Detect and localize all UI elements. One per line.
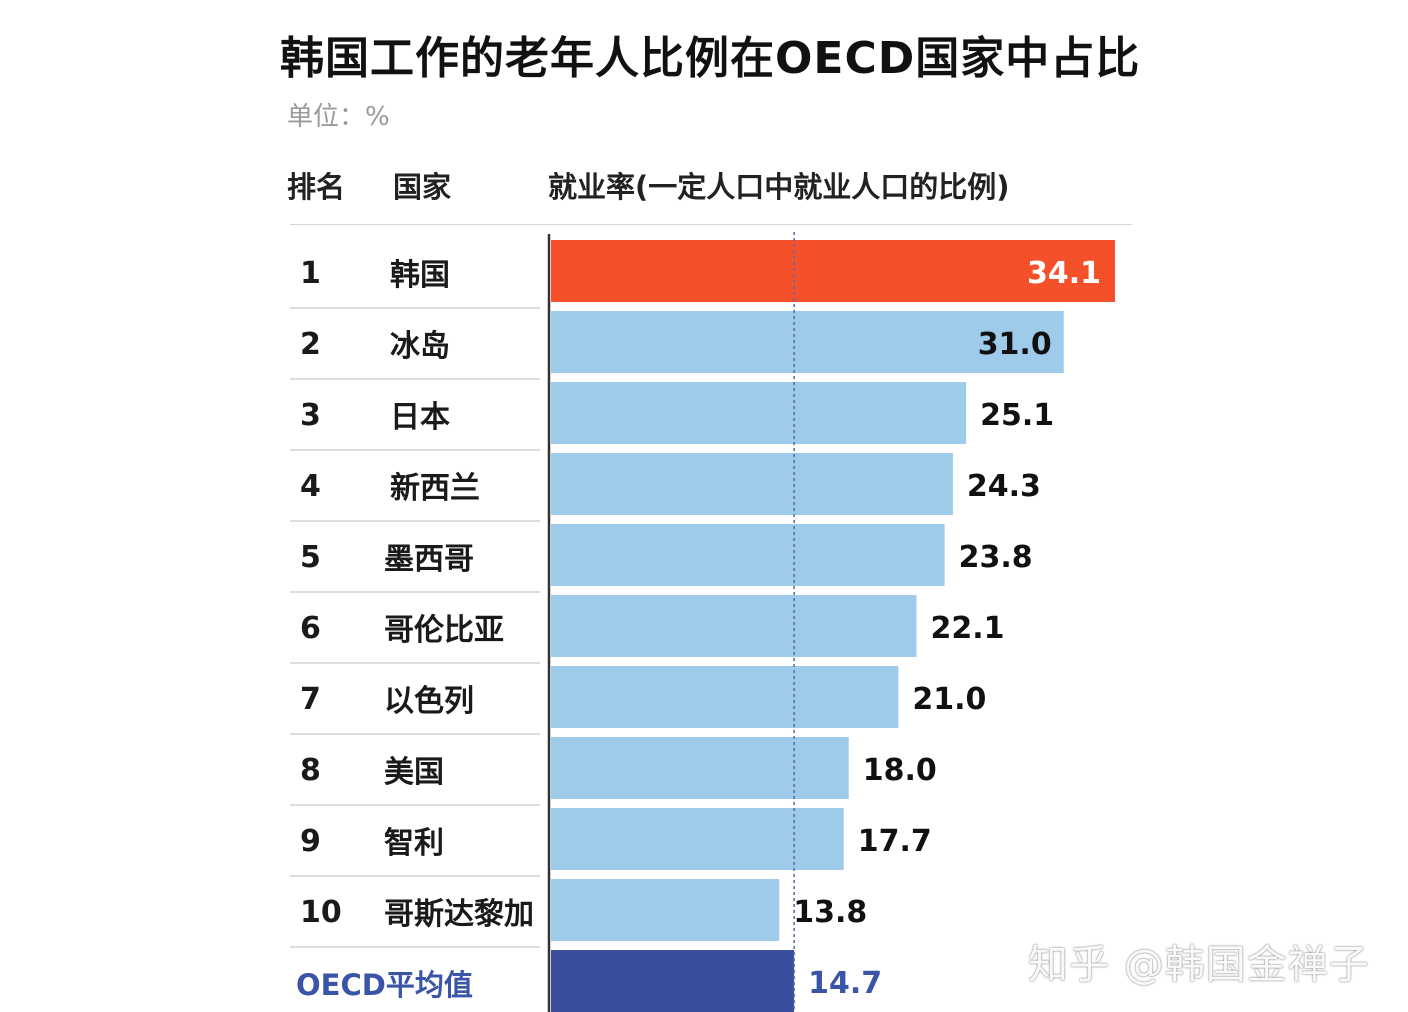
- country-label: 以色列: [384, 684, 474, 719]
- value-label: 22.1: [931, 611, 1005, 646]
- bar-5: [551, 524, 945, 586]
- bar-4: [551, 453, 953, 515]
- country-label: 墨西哥: [384, 542, 474, 577]
- country-label: 哥斯达黎加: [384, 897, 534, 932]
- rank-label: 1: [300, 256, 321, 291]
- rank-label: 5: [300, 540, 321, 575]
- bar-2: [551, 311, 1064, 373]
- rank-label: 2: [300, 327, 321, 362]
- value-label: 21.0: [912, 682, 986, 717]
- value-label: 31.0: [978, 327, 1052, 362]
- rank-label: 10: [300, 895, 342, 930]
- header-divider: [290, 224, 1132, 225]
- value-label: 18.0: [863, 753, 937, 788]
- column-header-rank: 排名: [287, 170, 346, 204]
- rank-label: 8: [300, 753, 321, 788]
- value-label: 13.8: [793, 895, 867, 930]
- rank-label: 6: [300, 611, 321, 646]
- country-label: 哥伦比亚: [384, 613, 504, 648]
- rank-label: 7: [300, 682, 321, 717]
- value-label: 34.1: [1027, 256, 1101, 291]
- value-label: 25.1: [980, 398, 1054, 433]
- bar-10: [551, 879, 780, 941]
- value-label: 14.7: [808, 966, 882, 1001]
- country-label: 日本: [390, 400, 450, 435]
- country-label: 新西兰: [390, 471, 480, 506]
- value-label: 24.3: [967, 469, 1041, 504]
- column-header-country: 国家: [393, 170, 452, 204]
- bar-6: [551, 595, 917, 657]
- value-label: 17.7: [858, 824, 932, 859]
- country-label: OECD平均值: [296, 968, 473, 1002]
- rank-label: 9: [300, 824, 321, 859]
- bar-1: [551, 240, 1115, 302]
- watermark: 知乎 @韩国金禅子: [1028, 942, 1370, 988]
- rank-label: 3: [300, 398, 321, 433]
- value-label: 23.8: [959, 540, 1033, 575]
- bar-3: [551, 382, 967, 444]
- country-label: 智利: [384, 826, 444, 861]
- chart-title: 韩国工作的老年人比例在OECD国家中占比: [280, 33, 1141, 84]
- bar-oecd: [551, 950, 795, 1012]
- bar-7: [551, 666, 899, 728]
- rank-label: 4: [300, 469, 321, 504]
- column-header-rate: 就业率(一定人口中就业人口的比例): [548, 170, 1010, 204]
- country-label: 韩国: [390, 258, 450, 293]
- country-label: 冰岛: [390, 329, 450, 364]
- unit-label: 单位：%: [287, 102, 390, 132]
- country-label: 美国: [384, 755, 444, 790]
- bar-9: [551, 808, 844, 870]
- bar-8: [551, 737, 849, 799]
